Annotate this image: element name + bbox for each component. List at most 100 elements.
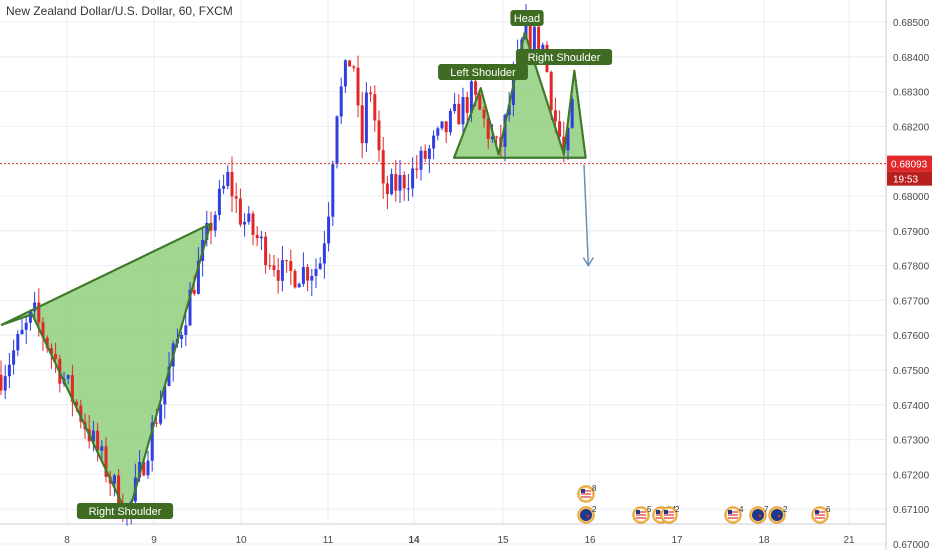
candle-body <box>213 214 217 231</box>
y-tick-label: 0.68200 <box>893 122 930 133</box>
candle-body <box>280 260 284 281</box>
candle-body <box>146 460 150 476</box>
event-flag-icon[interactable]: 4 <box>724 505 744 524</box>
candle-body <box>314 269 318 276</box>
event-flag-icon[interactable]: 2 <box>660 505 680 524</box>
candle-body <box>70 375 74 402</box>
candle-body <box>41 322 45 338</box>
candle-body <box>444 121 448 133</box>
flag-canton <box>656 510 660 514</box>
flag-canton <box>664 510 668 514</box>
candle-body <box>537 26 541 51</box>
candle-body <box>411 168 415 189</box>
x-tick-label: 8 <box>64 535 70 546</box>
y-tick-label: 0.67100 <box>893 505 930 516</box>
projection-arrowhead <box>582 257 594 268</box>
candle-body <box>356 67 360 106</box>
candle-body <box>566 127 570 151</box>
candle-body <box>503 115 507 147</box>
candle-body <box>377 120 381 151</box>
candle-body <box>33 302 37 312</box>
candle-body <box>7 364 11 377</box>
candle-body <box>327 216 331 244</box>
event-flag-icon[interactable]: 7 <box>749 505 769 524</box>
candle-body <box>234 196 238 199</box>
candle-body <box>49 348 53 355</box>
candle-body <box>112 475 116 484</box>
flag-star <box>758 514 762 518</box>
candle-body <box>268 265 272 267</box>
candle-body <box>570 99 574 128</box>
label-left-shoulder-text: Left Shoulder <box>450 67 516 79</box>
candle-body <box>369 92 373 95</box>
event-flag-icon[interactable]: 6 <box>811 505 831 524</box>
candle-body <box>436 128 440 136</box>
countdown-text: 19:53 <box>893 175 918 186</box>
candle-body <box>217 188 221 215</box>
candle-body <box>478 94 482 110</box>
candle-body <box>558 121 562 137</box>
candle-body <box>66 375 70 379</box>
event-flag-face <box>771 509 783 521</box>
candle-body <box>465 97 469 113</box>
candle-body <box>507 104 511 116</box>
y-tick-label: 0.68300 <box>893 88 930 99</box>
candle-body <box>352 66 356 68</box>
candle-body <box>474 81 478 95</box>
candle-body <box>427 148 431 159</box>
label-right-shoulder-bottom: Right Shoulder <box>76 503 174 519</box>
flag-canton <box>815 510 819 514</box>
y-tick-label: 0.67900 <box>893 227 930 238</box>
candle-body <box>222 186 226 189</box>
y-tick-label: 0.68500 <box>893 18 930 29</box>
event-flag-icon[interactable]: 2 <box>768 505 788 524</box>
candle-body <box>91 430 95 442</box>
event-flag-icon[interactable]: 2 <box>577 505 597 524</box>
candle-body <box>549 71 553 111</box>
x-tick-label: 11 <box>323 535 334 546</box>
x-tick-label: 18 <box>758 535 770 546</box>
event-flag-icon[interactable]: 8 <box>577 484 597 503</box>
y-tick-label: 0.67700 <box>893 296 930 307</box>
candle-body <box>289 261 293 271</box>
candle-body <box>150 422 154 461</box>
candle-body <box>159 404 163 424</box>
candle-body <box>528 19 532 49</box>
flag-canton <box>636 510 640 514</box>
y-tick-label: 0.68000 <box>893 192 930 203</box>
candle-body <box>331 164 335 217</box>
candle-body <box>457 103 461 125</box>
price-tag-bg <box>887 155 932 172</box>
candle-body <box>469 81 473 113</box>
y-tick-label: 0.67800 <box>893 262 930 273</box>
candle-body <box>100 446 104 451</box>
y-tick-label: 0.67400 <box>893 401 930 412</box>
candle-body <box>310 275 314 281</box>
candle-body <box>486 118 490 140</box>
event-flag-icon[interactable]: 5 <box>632 505 652 524</box>
candle-body <box>272 265 276 271</box>
candle-body <box>205 222 209 240</box>
y-tick-label: 0.67000 <box>893 540 930 550</box>
candle-body <box>16 334 20 351</box>
candle-body <box>255 234 259 239</box>
candle-body <box>297 283 301 288</box>
candle-body <box>453 103 457 112</box>
candle-body <box>28 311 32 323</box>
candle-body <box>243 221 247 225</box>
event-badge-count: 5 <box>647 505 652 514</box>
label-right-shoulder-top-bg <box>515 49 613 65</box>
candle-body <box>364 92 368 144</box>
candle-body <box>192 289 196 294</box>
candle-body <box>293 270 297 288</box>
label-right-shoulder-bottom-bg <box>76 503 174 519</box>
x-tick-label: 17 <box>671 535 683 546</box>
event-badge-count: 2 <box>592 505 597 514</box>
candle-body <box>415 168 419 170</box>
candle-body <box>0 374 3 391</box>
label-right-shoulder-top: Right Shoulder <box>515 49 613 65</box>
event-flag-face <box>580 509 592 521</box>
chart-title: New Zealand Dollar/U.S. Dollar, 60, FXCM <box>6 4 233 18</box>
